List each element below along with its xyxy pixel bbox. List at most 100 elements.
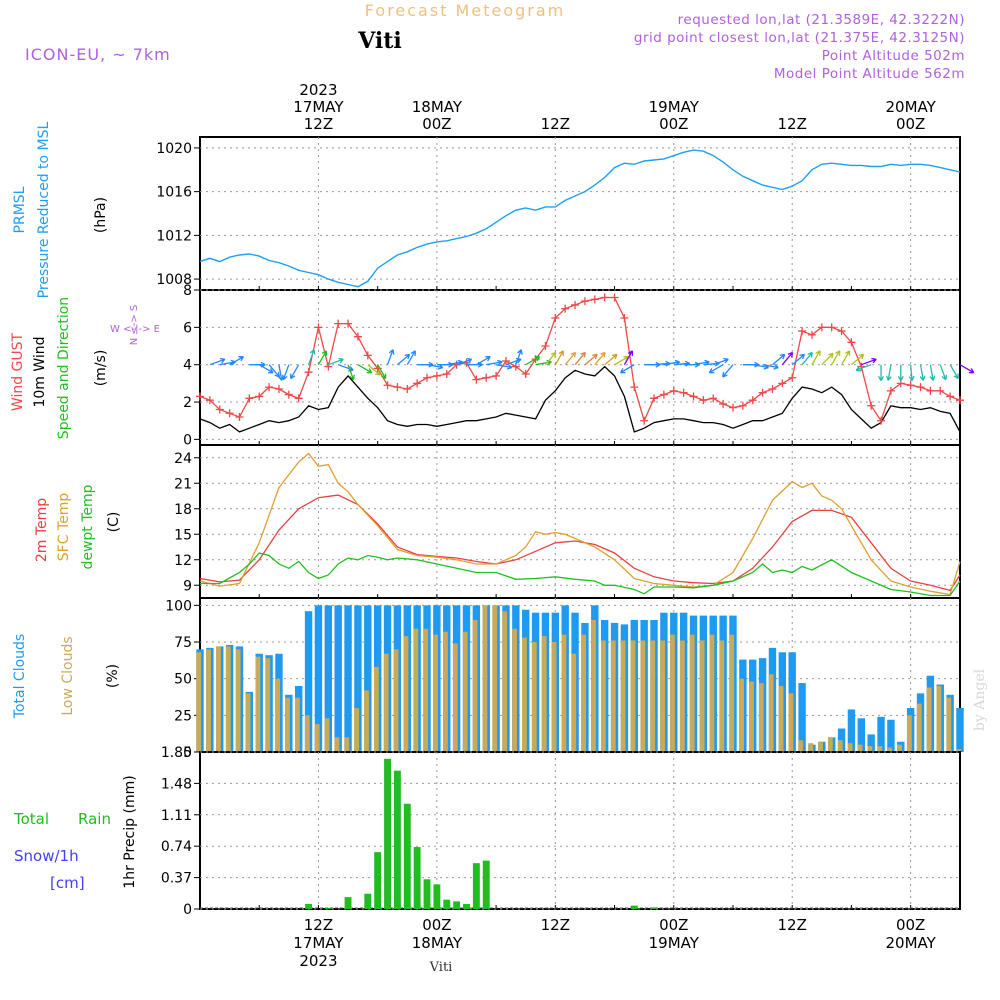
- wind-direction-arrow: [855, 364, 872, 372]
- low-cloud-bar: [758, 683, 764, 752]
- rain-bar: [384, 758, 391, 909]
- compass-we-label: W <-|-> E: [110, 324, 160, 335]
- low-cloud-bar: [897, 744, 902, 752]
- low-clouds-label: Low Clouds: [60, 636, 76, 715]
- wind-direction-arrow: [495, 363, 513, 370]
- gust-point: [482, 373, 491, 382]
- low-cloud-bar: [472, 620, 478, 752]
- gust-point: [205, 396, 214, 405]
- gust-point: [640, 416, 649, 425]
- rain-bar: [472, 863, 480, 909]
- gust-point: [274, 384, 283, 393]
- rain-bar: [650, 907, 658, 909]
- low-cloud-bar: [946, 697, 952, 752]
- gust-point: [363, 351, 372, 360]
- low-cloud-bar: [324, 718, 330, 752]
- low-cloud-bar: [600, 640, 606, 752]
- low-cloud-bar: [196, 652, 202, 752]
- dew-label: dewpt Temp: [80, 484, 96, 569]
- gust-point: [492, 371, 501, 380]
- wind-direction-arrow: [781, 351, 794, 366]
- footer-location: Viti: [429, 960, 453, 975]
- gust-point: [403, 384, 412, 393]
- clouds-panel: 0 25 50 75 100: [165, 597, 964, 761]
- low-cloud-bar: [581, 634, 587, 752]
- gust-point: [551, 314, 560, 323]
- prmsl-unit-label: (hPa): [93, 197, 109, 233]
- gust-point: [610, 293, 619, 302]
- total-cloud-bar: [354, 605, 362, 752]
- precipitation-panel: 0 0.37 0.74 1.11 1.48 1.85: [161, 745, 961, 918]
- low-cloud-bar: [906, 715, 912, 752]
- t2m-label: 2m Temp: [34, 498, 50, 562]
- bottom-time-label: 2023: [299, 952, 337, 970]
- y-tick-label: 24: [174, 451, 192, 467]
- gust-point: [847, 338, 856, 347]
- y-tick-label: 2: [183, 395, 192, 411]
- low-cloud-bar: [739, 678, 744, 752]
- snow-unit-label: [cm]: [50, 874, 85, 892]
- gust-point: [304, 368, 313, 377]
- y-tick-label: 9: [183, 578, 192, 594]
- model-label: ICON-EU, ~ 7km: [25, 45, 171, 64]
- low-cloud-bar: [689, 634, 695, 752]
- wind10-label: 10m Wind: [32, 336, 48, 407]
- low-cloud-bar: [206, 649, 211, 752]
- gust-point: [393, 383, 402, 392]
- low-cloud-bar: [679, 640, 685, 752]
- bottom-time-label: 00Z: [896, 916, 925, 934]
- low-cloud-bar: [354, 708, 360, 752]
- rain-bar: [482, 860, 490, 909]
- gust-point: [472, 375, 481, 384]
- low-cloud-bar: [571, 653, 577, 752]
- low-cloud-bar: [482, 605, 488, 752]
- gust-point: [571, 300, 580, 309]
- low-cloud-bar: [225, 646, 231, 752]
- gust-point: [788, 373, 797, 382]
- low-cloud-bar: [650, 640, 656, 752]
- y-tick-label: 1016: [156, 185, 192, 201]
- low-cloud-bar: [344, 737, 350, 752]
- low-cloud-bar: [956, 749, 962, 752]
- total-label: Total: [13, 810, 49, 828]
- gust-point: [344, 319, 353, 328]
- y-tick-label: 25: [174, 708, 192, 724]
- total-cloud-bar: [847, 709, 856, 752]
- low-cloud-bar: [551, 642, 557, 752]
- gust-point: [817, 323, 826, 332]
- wind-frame: [199, 289, 961, 446]
- rain-bar: [423, 879, 431, 909]
- gust-point: [877, 416, 886, 425]
- low-cloud-bar: [818, 741, 823, 752]
- wind-direction-arrow: [831, 350, 841, 366]
- gust-point: [867, 401, 876, 410]
- wind-direction-arrow: [623, 350, 634, 366]
- rain-bar: [403, 803, 411, 909]
- gust-point: [679, 388, 688, 397]
- gust-point: [432, 371, 441, 380]
- gust-point: [837, 327, 846, 336]
- y-tick-label: 0.74: [161, 839, 192, 855]
- rain-bar: [433, 884, 441, 909]
- rain-bar: [393, 770, 401, 909]
- gust-point: [225, 409, 234, 418]
- pressure-panel: 1008 1012 1016 1020: [156, 136, 961, 291]
- wind-direction-arrow: [544, 351, 557, 366]
- low-cloud-bar: [591, 620, 596, 752]
- total-cloud-bar: [956, 708, 964, 752]
- low-cloud-bar: [245, 693, 251, 752]
- gust-point: [778, 379, 787, 388]
- bottom-time-label: 17MAY: [293, 934, 344, 952]
- y-tick-label: 18: [174, 502, 192, 518]
- low-cloud-bar: [314, 724, 320, 752]
- wind-direction-arrow: [594, 351, 606, 366]
- wind-direction-arrow: [515, 349, 523, 365]
- rain-bar: [463, 903, 470, 909]
- cloud-labels: Total Clouds Low Clouds (%): [12, 634, 121, 719]
- wind-unit-label: (m/s): [93, 350, 109, 387]
- wind-direction-arrow: [619, 364, 635, 374]
- dewpt-series-line: [200, 552, 961, 597]
- rain-bar: [364, 893, 372, 909]
- low-cloud-bar: [364, 690, 369, 752]
